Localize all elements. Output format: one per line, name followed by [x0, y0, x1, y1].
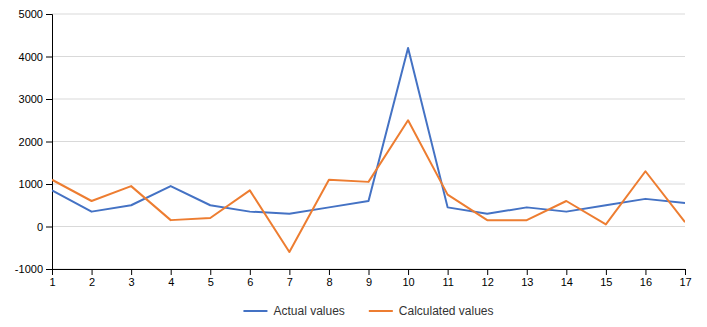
tick: 7	[287, 269, 293, 288]
tick: -1000	[15, 263, 52, 275]
tick-mark	[46, 14, 52, 15]
grid-line	[52, 141, 685, 142]
tick: 9	[366, 269, 372, 288]
legend: Actual values Calculated values	[243, 304, 493, 318]
tick-label: 10	[402, 276, 414, 288]
tick-label: 15	[600, 276, 612, 288]
x-axis: 1234567891011121314151617	[49, 269, 691, 288]
tick-label: 2000	[19, 136, 43, 148]
tick-mark	[46, 57, 52, 58]
tick-label: 7	[287, 276, 293, 288]
tick: 0	[37, 221, 52, 233]
y-axis: -1000 0 1000 2000 3000 4000 5000	[15, 8, 53, 275]
tick: 1	[49, 269, 55, 288]
tick: 8	[326, 269, 332, 288]
tick-mark	[210, 269, 211, 275]
tick-mark	[645, 269, 646, 275]
tick: 3000	[19, 93, 52, 105]
tick-mark	[46, 184, 52, 185]
legend-label: Actual values	[273, 304, 344, 318]
tick: 6	[247, 269, 253, 288]
tick-label: 2	[89, 276, 95, 288]
grid-line	[52, 226, 685, 227]
tick-label: 3	[129, 276, 135, 288]
tick-mark	[606, 269, 607, 275]
tick-mark	[487, 269, 488, 275]
tick-label: 13	[521, 276, 533, 288]
tick: 2000	[19, 136, 52, 148]
tick: 14	[561, 269, 573, 288]
tick: 2	[89, 269, 95, 288]
tick-mark	[46, 99, 52, 100]
series-group	[52, 48, 685, 252]
tick: 12	[482, 269, 494, 288]
tick: 15	[600, 269, 612, 288]
tick-mark	[527, 269, 528, 275]
tick-label: 17	[679, 276, 691, 288]
tick-mark	[685, 269, 686, 275]
tick-mark	[92, 269, 93, 275]
tick-mark	[171, 269, 172, 275]
grid-line	[52, 14, 685, 15]
grid-line	[52, 99, 685, 100]
chart-svg: 1234567891011121314151617-10000100020003…	[0, 0, 707, 327]
tick: 16	[640, 269, 652, 288]
tick: 3	[129, 269, 135, 288]
legend-item: Actual values	[243, 304, 344, 318]
grid	[52, 14, 685, 269]
tick: 5000	[19, 8, 52, 20]
tick-mark	[289, 269, 290, 275]
tick: 4	[168, 269, 174, 288]
legend-item: Calculated values	[369, 304, 494, 318]
tick-mark	[131, 269, 132, 275]
tick-mark	[46, 269, 52, 270]
legend-swatch	[369, 310, 393, 312]
tick-mark	[46, 142, 52, 143]
tick: 4000	[19, 51, 52, 63]
tick-label: 16	[640, 276, 652, 288]
tick: 11	[442, 269, 453, 288]
tick-label: 1	[49, 276, 55, 288]
tick: 10	[402, 269, 414, 288]
legend-swatch	[243, 310, 267, 312]
tick-label: 11	[442, 276, 453, 288]
tick-mark	[408, 269, 409, 275]
tick-label: 5000	[19, 8, 43, 20]
tick-label: 6	[247, 276, 253, 288]
tick-label: 9	[366, 276, 372, 288]
series-line	[52, 48, 685, 214]
tick-label: 12	[482, 276, 494, 288]
tick-label: 14	[561, 276, 573, 288]
tick-mark	[369, 269, 370, 275]
grid-line	[52, 184, 685, 185]
tick-mark	[566, 269, 567, 275]
tick-label: 8	[326, 276, 332, 288]
tick-mark	[250, 269, 251, 275]
tick-label: 3000	[19, 93, 43, 105]
tick-label: 5	[208, 276, 214, 288]
tick: 5	[208, 269, 214, 288]
plot-area: 1234567891011121314151617-10000100020003…	[15, 8, 692, 288]
axis-line	[46, 15, 53, 270]
tick-label: -1000	[15, 263, 43, 275]
tick: 1000	[19, 178, 52, 190]
tick-label: 4000	[19, 51, 43, 63]
legend-label: Calculated values	[399, 304, 494, 318]
tick-label: 1000	[19, 178, 43, 190]
tick: 17	[679, 269, 691, 288]
chart-container: 1234567891011121314151617-10000100020003…	[0, 0, 707, 327]
axis-line	[53, 270, 686, 276]
tick-mark	[329, 269, 330, 275]
series-line	[52, 120, 685, 252]
tick-mark	[46, 227, 52, 228]
tick-mark	[448, 269, 449, 275]
tick-label: 4	[168, 276, 174, 288]
tick: 13	[521, 269, 533, 288]
tick-label: 0	[37, 221, 43, 233]
grid-line	[52, 56, 685, 57]
